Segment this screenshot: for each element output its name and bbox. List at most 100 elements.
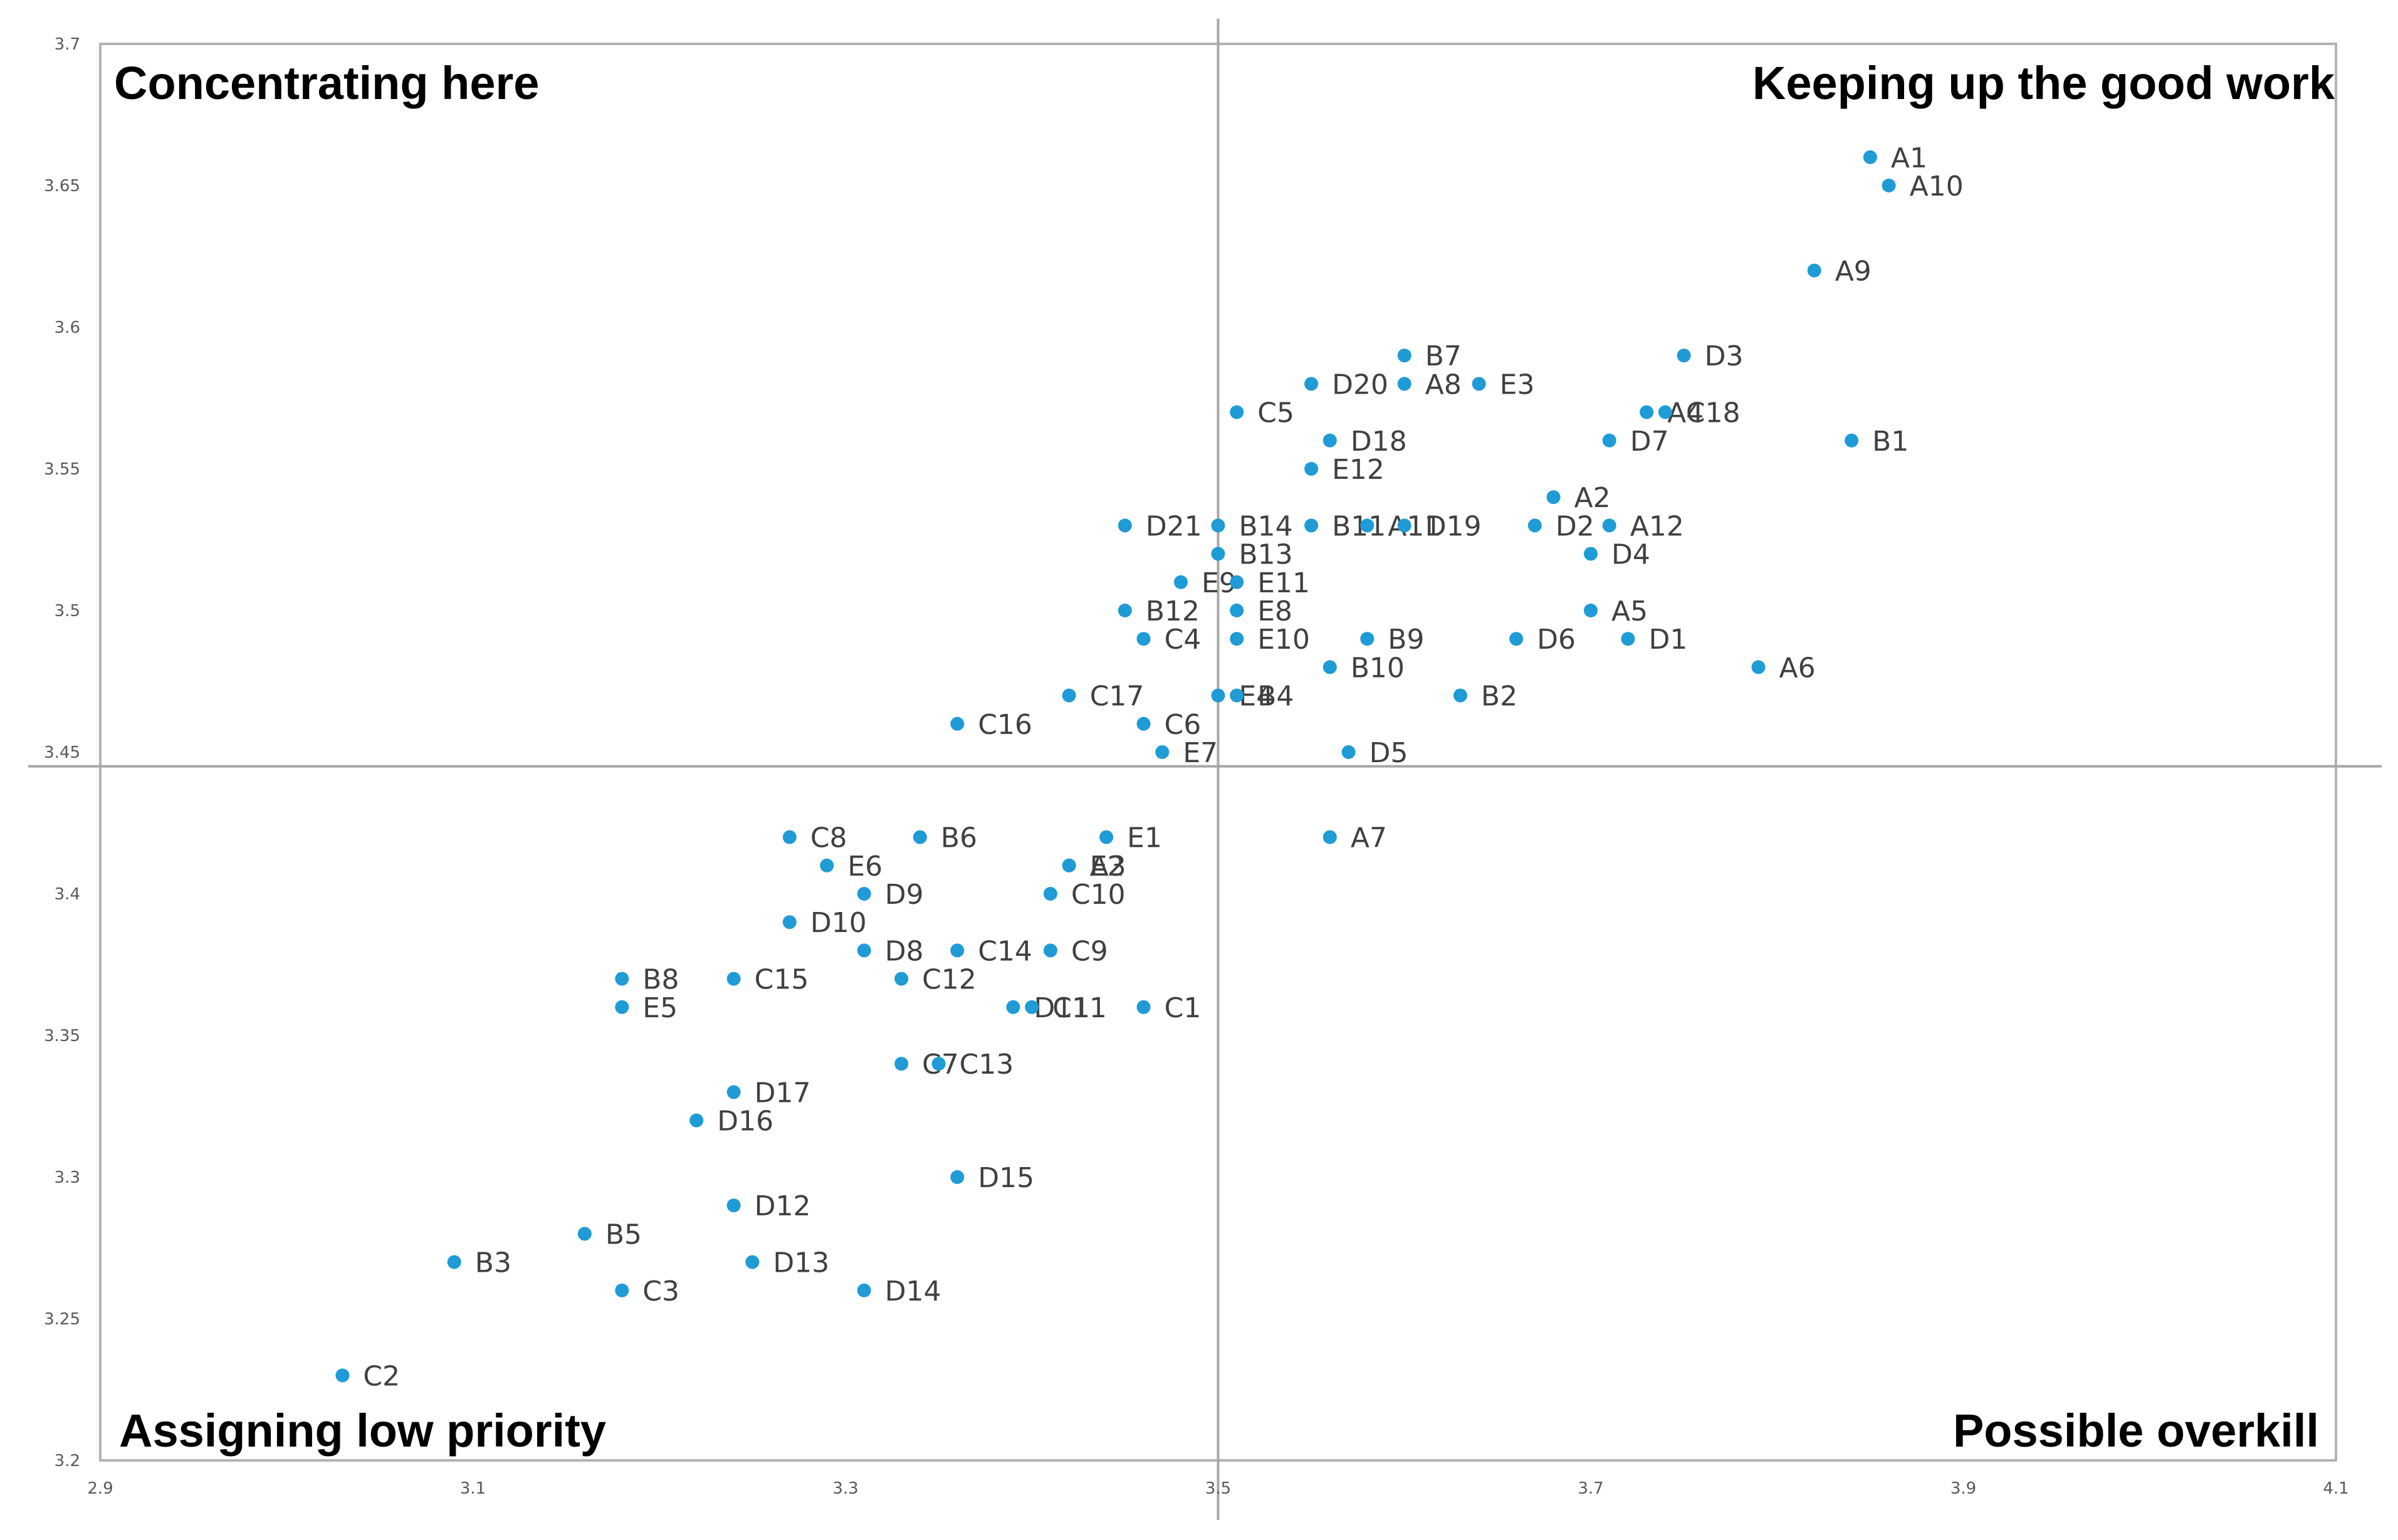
data-point bbox=[615, 972, 629, 986]
data-point bbox=[1527, 518, 1542, 533]
data-point-label: D21 bbox=[1146, 510, 1202, 542]
y-tick-label: 3.2 bbox=[55, 1452, 80, 1470]
data-point-label: C15 bbox=[755, 964, 809, 996]
data-point-label: E5 bbox=[642, 992, 678, 1024]
data-point bbox=[1230, 604, 1244, 617]
y-tick-label: 3.25 bbox=[44, 1310, 80, 1329]
data-point bbox=[1118, 518, 1132, 533]
data-point-label: C14 bbox=[978, 935, 1032, 967]
data-point bbox=[857, 887, 871, 901]
data-point-label: A4 bbox=[1667, 397, 1704, 429]
data-point bbox=[1640, 405, 1654, 419]
data-point-label: A11 bbox=[1388, 510, 1442, 542]
data-point-label: D5 bbox=[1369, 737, 1408, 769]
data-point-label: A12 bbox=[1630, 510, 1684, 542]
data-point bbox=[726, 1085, 741, 1099]
data-point-label: E3 bbox=[1500, 369, 1535, 401]
data-point-label: C18 bbox=[1686, 397, 1741, 429]
data-point-label: B14 bbox=[1239, 510, 1293, 542]
data-point-label: C2 bbox=[363, 1360, 400, 1392]
y-tick-label: 3.4 bbox=[55, 885, 80, 904]
data-point bbox=[782, 830, 797, 844]
data-point-label: A1 bbox=[1891, 142, 1927, 174]
data-point bbox=[1230, 632, 1244, 646]
data-point bbox=[689, 1113, 704, 1128]
data-point-label: B11 bbox=[1332, 510, 1386, 542]
data-point-label: B12 bbox=[1146, 595, 1200, 627]
data-point-label: D1 bbox=[1648, 624, 1687, 656]
data-point bbox=[1807, 263, 1821, 278]
data-point bbox=[1472, 377, 1486, 391]
x-tick-label: 4.1 bbox=[2323, 1479, 2348, 1498]
data-point bbox=[1602, 433, 1616, 448]
data-point bbox=[1304, 518, 1319, 533]
y-tick-label: 3.7 bbox=[55, 35, 80, 54]
data-point bbox=[931, 1057, 946, 1071]
data-point bbox=[1602, 518, 1616, 533]
data-point bbox=[1043, 943, 1057, 958]
data-point-label: D13 bbox=[773, 1247, 829, 1279]
data-point-label: B6 bbox=[941, 822, 977, 854]
data-point bbox=[447, 1255, 461, 1269]
data-point bbox=[1062, 858, 1076, 872]
data-point bbox=[1230, 575, 1244, 589]
data-point bbox=[1043, 887, 1057, 901]
data-point bbox=[1360, 518, 1374, 533]
data-point bbox=[1677, 348, 1691, 363]
data-point bbox=[726, 1198, 741, 1213]
data-point-label: A6 bbox=[1779, 652, 1816, 684]
data-point-label: D4 bbox=[1611, 539, 1650, 571]
x-tick-label: 3.1 bbox=[460, 1479, 486, 1498]
data-point-label: B2 bbox=[1481, 681, 1517, 713]
data-point bbox=[820, 858, 834, 872]
data-point-label: D19 bbox=[1425, 510, 1482, 542]
data-point bbox=[1230, 688, 1244, 703]
y-tick-label: 3.3 bbox=[55, 1168, 80, 1187]
quadrant-label-top-left: Concentrating here bbox=[114, 57, 539, 109]
data-point bbox=[1322, 660, 1337, 674]
data-point-label: E4 bbox=[1239, 681, 1274, 713]
data-point bbox=[1751, 660, 1766, 674]
data-point-label: A3 bbox=[1090, 851, 1126, 883]
data-point-label: D8 bbox=[885, 935, 924, 967]
data-point bbox=[1099, 830, 1114, 844]
data-point-label: D16 bbox=[717, 1106, 773, 1138]
data-point bbox=[1397, 348, 1411, 363]
data-point bbox=[1230, 405, 1244, 419]
data-point bbox=[335, 1368, 350, 1383]
data-point bbox=[950, 943, 965, 958]
x-tick-label: 2.9 bbox=[87, 1479, 113, 1498]
data-point bbox=[1136, 716, 1151, 731]
data-point-label: C12 bbox=[922, 964, 976, 996]
data-point bbox=[913, 830, 927, 844]
data-point bbox=[615, 1000, 629, 1014]
data-point-label: A7 bbox=[1351, 822, 1387, 854]
data-point-label: D14 bbox=[885, 1275, 941, 1307]
data-point-label: D18 bbox=[1351, 426, 1407, 458]
data-point-label: E8 bbox=[1257, 595, 1292, 627]
data-point bbox=[577, 1227, 592, 1241]
data-point-label: A5 bbox=[1611, 595, 1648, 627]
data-point bbox=[1863, 150, 1877, 164]
data-point bbox=[1546, 490, 1561, 505]
x-axis-ticks: 2.9 3.1 3.3 3.5 3.7 3.9 4.1 bbox=[87, 1479, 2348, 1498]
data-point-label: E6 bbox=[847, 851, 882, 883]
data-point bbox=[1322, 830, 1337, 844]
data-point bbox=[1882, 179, 1896, 192]
data-point bbox=[1304, 377, 1319, 391]
data-point-label: A8 bbox=[1425, 369, 1462, 401]
data-point-label: C3 bbox=[642, 1275, 679, 1307]
data-point bbox=[1453, 688, 1467, 703]
data-point bbox=[894, 972, 909, 986]
data-point bbox=[857, 943, 871, 958]
data-point-label: B4 bbox=[1257, 681, 1294, 713]
data-point bbox=[1136, 632, 1151, 646]
data-point-label: E11 bbox=[1257, 567, 1310, 599]
data-point-label: D11 bbox=[1034, 992, 1091, 1024]
data-point-label: D6 bbox=[1537, 624, 1576, 656]
y-axis-ticks: 3.2 3.25 3.3 3.35 3.4 3.45 3.5 3.55 3.6 3.65 3.7 bbox=[44, 35, 80, 1470]
data-point-label: B5 bbox=[605, 1218, 642, 1250]
data-point bbox=[857, 1283, 871, 1297]
